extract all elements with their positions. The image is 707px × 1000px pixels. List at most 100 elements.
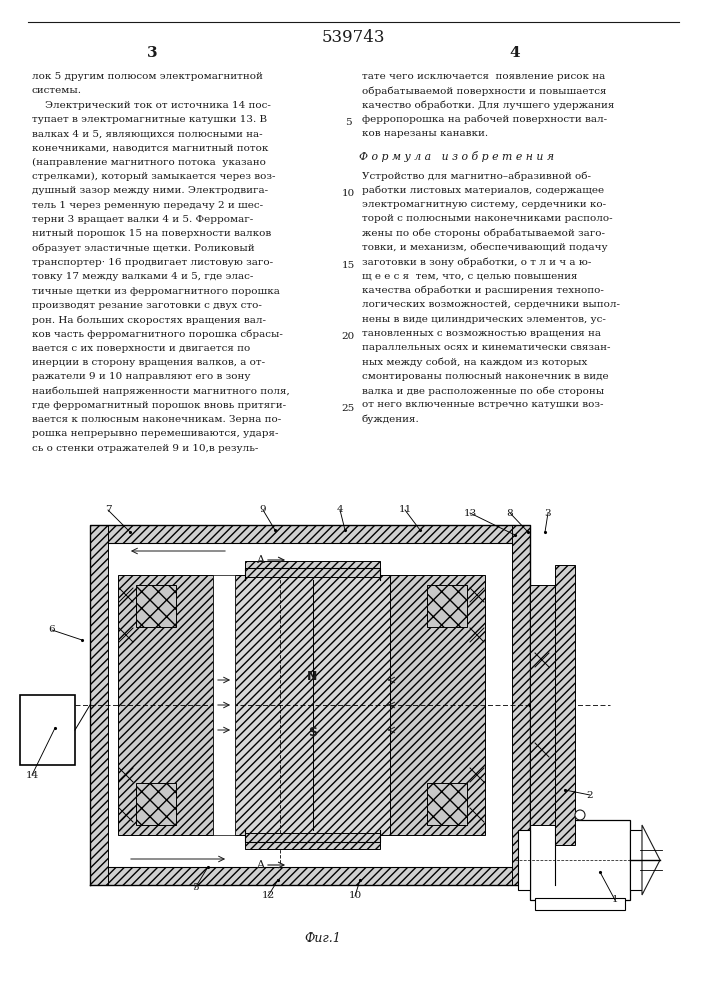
Text: обрабатываемой поверхности и повышается: обрабатываемой поверхности и повышается [362, 86, 607, 96]
Text: где ферромагнитный порошок вновь притяги-: где ферромагнитный порошок вновь притяги… [32, 401, 286, 410]
Text: 14: 14 [25, 770, 39, 780]
Text: логических возможностей, сердечники выпол-: логических возможностей, сердечники выпо… [362, 300, 620, 309]
Text: 8: 8 [507, 508, 513, 518]
Text: качество обработки. Для лучшего удержания: качество обработки. Для лучшего удержани… [362, 101, 614, 110]
Text: буждения.: буждения. [362, 415, 420, 424]
Bar [427, 783, 467, 825]
Text: N: N [308, 670, 317, 684]
Bar [555, 565, 575, 845]
Text: заготовки в зону обработки, о т л и ч а ю-: заготовки в зону обработки, о т л и ч а … [362, 257, 591, 267]
Text: 11: 11 [398, 506, 411, 514]
Text: тупает в электромагнитные катушки 13. В: тупает в электромагнитные катушки 13. В [32, 115, 267, 124]
Text: сь о стенки отражателей 9 и 10,в резуль-: сь о стенки отражателей 9 и 10,в резуль- [32, 444, 258, 453]
Text: 12: 12 [262, 892, 274, 900]
Text: вается к полюсным наконечникам. Зерна по-: вается к полюсным наконечникам. Зерна по… [32, 415, 281, 424]
Text: тель 1 через ременную передачу 2 и шес-: тель 1 через ременную передачу 2 и шес- [32, 201, 263, 210]
Text: параллельных осях и кинематически связан-: параллельных осях и кинематически связан… [362, 343, 611, 352]
Text: товку 17 между валками 4 и 5, где элас-: товку 17 между валками 4 и 5, где элас- [32, 272, 253, 281]
Text: 25: 25 [341, 404, 355, 413]
Text: рон. На больших скоростях вращения вал-: рон. На больших скоростях вращения вал- [32, 315, 266, 325]
Bar [90, 525, 530, 543]
Bar [535, 898, 625, 910]
Text: нитный порошок 15 на поверхности валков: нитный порошок 15 на поверхности валков [32, 229, 271, 238]
Text: транспортер· 16 продвигает листовую заго-: транспортер· 16 продвигает листовую заго… [32, 258, 273, 267]
Text: ков часть ферромагнитного порошка сбрасы-: ков часть ферромагнитного порошка сбрасы… [32, 329, 283, 339]
Text: системы.: системы. [32, 86, 82, 95]
Bar [245, 561, 380, 577]
Text: тичные щетки из ферромагнитного порошка: тичные щетки из ферромагнитного порошка [32, 286, 280, 296]
Text: конечниками, наводится магнитный поток: конечниками, наводится магнитный поток [32, 143, 269, 152]
Bar [20, 695, 75, 765]
Bar [512, 525, 530, 885]
Text: 3: 3 [146, 46, 158, 60]
Text: стрелками), который замыкается через воз-: стрелками), который замыкается через воз… [32, 172, 276, 181]
Text: ных между собой, на каждом из которых: ных между собой, на каждом из которых [362, 357, 588, 367]
Text: 5: 5 [345, 118, 351, 127]
Text: наибольшей напряженности магнитного поля,: наибольшей напряженности магнитного поля… [32, 387, 290, 396]
Bar [530, 820, 630, 900]
Text: 5: 5 [192, 884, 198, 892]
Text: товки, и механизм, обеспечивающий подачу: товки, и механизм, обеспечивающий подачу [362, 243, 607, 252]
Text: 20: 20 [341, 332, 355, 341]
Text: 10: 10 [349, 892, 361, 900]
Text: образует эластичные щетки. Роликовый: образует эластичные щетки. Роликовый [32, 244, 255, 253]
Text: Устройство для магнитно–абразивной об-: Устройство для магнитно–абразивной об- [362, 172, 591, 181]
Bar [118, 575, 213, 835]
Text: рошка непрерывно перемешиваются, ударя-: рошка непрерывно перемешиваются, ударя- [32, 430, 279, 438]
Text: 539743: 539743 [321, 28, 385, 45]
Text: Электрический ток от источника 14 пос-: Электрический ток от источника 14 пос- [32, 101, 271, 110]
Text: Фиг.1: Фиг.1 [304, 932, 341, 944]
Text: вается с их поверхности и двигается по: вается с их поверхности и двигается по [32, 344, 250, 353]
Text: инерции в сторону вращения валков, а от-: инерции в сторону вращения валков, а от- [32, 358, 265, 367]
Text: (направление магнитного потока  указано: (направление магнитного потока указано [32, 158, 266, 167]
Text: валка и две расположенные по обе стороны: валка и две расположенные по обе стороны [362, 386, 604, 395]
Bar [213, 575, 235, 835]
Text: от него включенные встречно катушки воз-: от него включенные встречно катушки воз- [362, 400, 604, 409]
Text: душный зазор между ними. Электродвига-: душный зазор между ними. Электродвига- [32, 186, 268, 195]
Text: тановленных с возможностью вращения на: тановленных с возможностью вращения на [362, 329, 601, 338]
Bar [530, 585, 555, 825]
Text: ков нарезаны канавки.: ков нарезаны канавки. [362, 129, 488, 138]
Text: 7: 7 [105, 506, 111, 514]
Bar [90, 867, 530, 885]
Text: смонтированы полюсный наконечник в виде: смонтированы полюсный наконечник в виде [362, 372, 609, 381]
Text: производят резание заготовки с двух сто-: производят резание заготовки с двух сто- [32, 301, 262, 310]
Text: 10: 10 [341, 189, 355, 198]
Text: валках 4 и 5, являющихся полюсными на-: валках 4 и 5, являющихся полюсными на- [32, 129, 262, 138]
Text: A: A [256, 555, 264, 565]
Text: ражатели 9 и 10 направляют его в зону: ражатели 9 и 10 направляют его в зону [32, 372, 250, 381]
Text: 3: 3 [544, 508, 551, 518]
Bar [136, 783, 176, 825]
Bar [235, 575, 390, 835]
Bar [390, 575, 485, 835]
Text: щ е е с я  тем, что, с целью повышения: щ е е с я тем, что, с целью повышения [362, 272, 578, 281]
Text: 13: 13 [463, 508, 477, 518]
Text: 4: 4 [510, 46, 520, 60]
Text: качества обработки и расширения технопо-: качества обработки и расширения технопо- [362, 286, 604, 295]
Text: терни 3 вращает валки 4 и 5. Ферромаг-: терни 3 вращает валки 4 и 5. Ферромаг- [32, 215, 253, 224]
Text: тате чего исключается  появление рисок на: тате чего исключается появление рисок на [362, 72, 605, 81]
Bar [136, 585, 176, 627]
Text: S: S [308, 726, 317, 740]
Polygon shape [642, 825, 660, 895]
Text: Ф о р м у л а   и з о б р е т е н и я: Ф о р м у л а и з о б р е т е н и я [359, 151, 554, 162]
Text: нены в виде цилиндрических элементов, ус-: нены в виде цилиндрических элементов, ус… [362, 314, 606, 324]
Text: 9: 9 [259, 506, 267, 514]
Bar [630, 830, 642, 890]
Bar [518, 830, 530, 890]
Text: A: A [256, 860, 264, 870]
Text: 2: 2 [587, 790, 593, 800]
Text: электромагнитную систему, сердечники ко-: электромагнитную систему, сердечники ко- [362, 200, 606, 209]
Text: лок 5 другим полюсом электромагнитной: лок 5 другим полюсом электромагнитной [32, 72, 263, 81]
Text: 1: 1 [612, 896, 619, 904]
Text: 6: 6 [49, 626, 55, 635]
Circle shape [575, 810, 585, 820]
Text: работки листовых материалов, содержащее: работки листовых материалов, содержащее [362, 186, 604, 195]
Text: 4: 4 [337, 506, 344, 514]
Text: торой с полюсными наконечниками располо-: торой с полюсными наконечниками располо- [362, 214, 613, 223]
Text: жены по обе стороны обрабатываемой заго-: жены по обе стороны обрабатываемой заго- [362, 229, 605, 238]
Bar [90, 525, 108, 885]
Text: 15: 15 [341, 261, 355, 270]
Bar [245, 833, 380, 849]
Bar [427, 585, 467, 627]
